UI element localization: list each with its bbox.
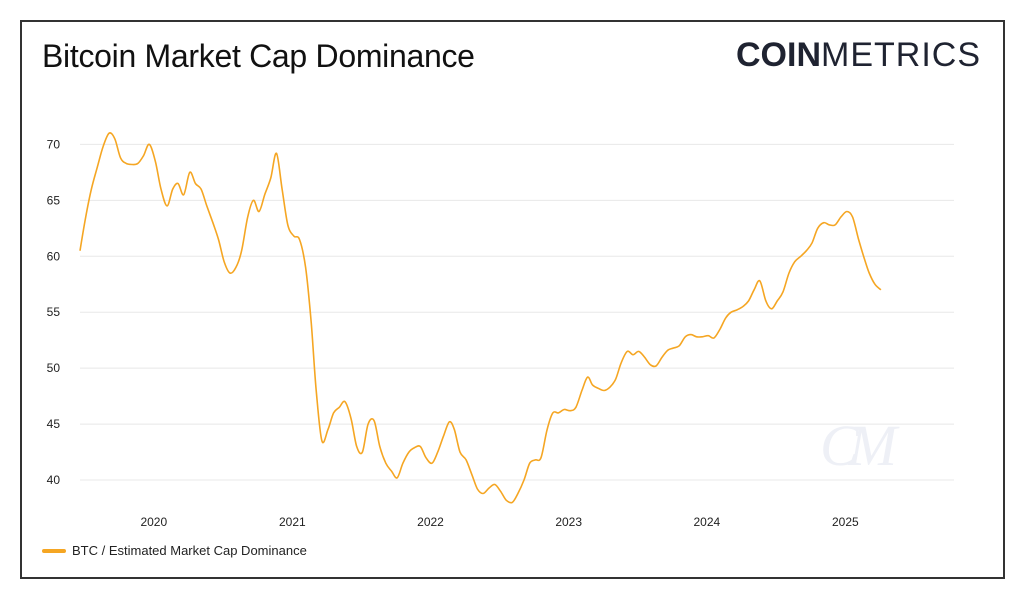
x-axis-ticks: 2020 2021 2022 2023 2024 2025 (140, 515, 859, 529)
y-tick-label: 70 (47, 137, 61, 151)
y-tick-label: 50 (47, 361, 61, 375)
series-lines (79, 132, 882, 504)
x-tick-label: 2020 (140, 515, 167, 529)
line-chart: 40 45 50 55 60 65 70 2020 2021 2022 2023 2024 2025 (47, 132, 954, 529)
x-tick-label: 2022 (417, 515, 444, 529)
x-tick-label: 2025 (832, 515, 859, 529)
y-tick-label: 40 (47, 473, 61, 487)
grid-lines (80, 143, 954, 481)
x-tick-label: 2024 (693, 515, 720, 529)
coinmetrics-logo: COINMETRICS (736, 36, 981, 75)
series-line-btc-dominance (79, 132, 882, 504)
x-tick-label: 2021 (279, 515, 306, 529)
y-tick-label: 45 (47, 417, 61, 431)
chart-frame: Bitcoin Market Cap Dominance COINMETRICS… (20, 20, 1005, 579)
logo-bold-text: COIN (736, 36, 821, 74)
x-tick-label: 2023 (555, 515, 582, 529)
y-tick-label: 65 (47, 193, 61, 207)
y-axis-ticks: 40 45 50 55 60 65 70 (47, 137, 61, 487)
chart-legend: BTC / Estimated Market Cap Dominance (42, 543, 307, 558)
legend-swatch (42, 548, 66, 553)
legend-label: BTC / Estimated Market Cap Dominance (72, 543, 307, 558)
y-tick-label: 55 (47, 305, 61, 319)
chart-title: Bitcoin Market Cap Dominance (42, 38, 475, 74)
logo-light-text: METRICS (821, 36, 981, 74)
y-tick-label: 60 (47, 249, 61, 263)
